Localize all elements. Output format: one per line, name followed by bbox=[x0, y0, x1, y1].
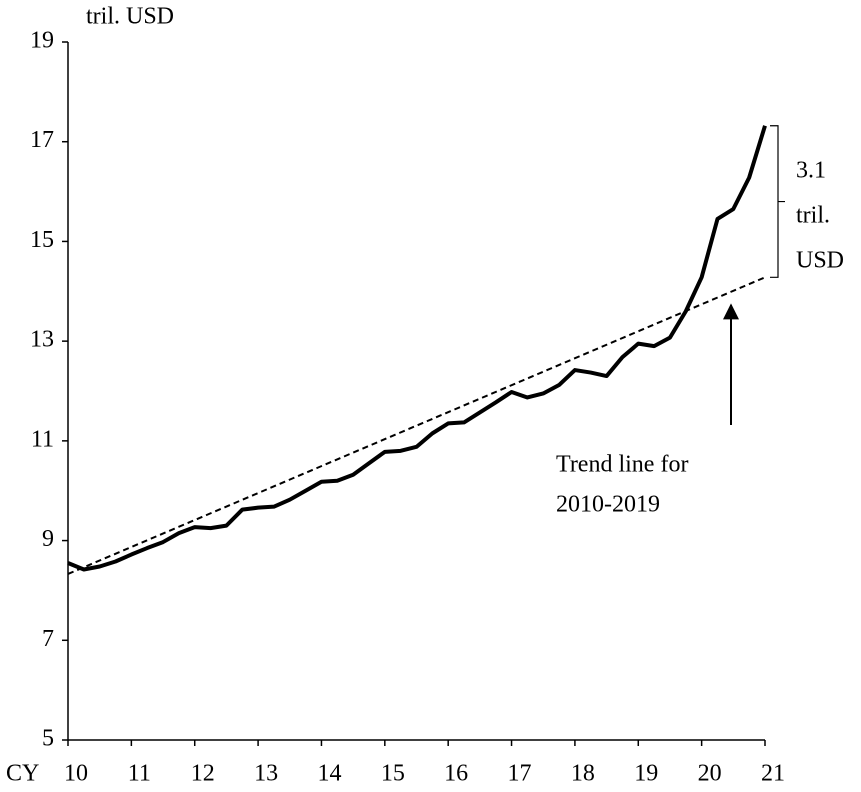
x-tick-label: 12 bbox=[191, 761, 215, 787]
y-tick-label: 9 bbox=[42, 526, 54, 552]
gap-label: USD bbox=[796, 248, 844, 274]
y-tick-label: 5 bbox=[42, 726, 54, 752]
gap-label: 3.1 bbox=[796, 158, 826, 184]
x-tick-label: 14 bbox=[317, 761, 341, 787]
y-tick-label: 15 bbox=[30, 227, 54, 253]
y-tick-label: 7 bbox=[42, 626, 54, 652]
trend-line bbox=[67, 276, 766, 575]
x-tick-label: 16 bbox=[444, 761, 468, 787]
y-tick-label: 19 bbox=[30, 28, 54, 54]
trend-label: 2010-2019 bbox=[556, 492, 660, 518]
x-tick-label: 19 bbox=[634, 761, 658, 787]
x-tick-label: 20 bbox=[698, 761, 722, 787]
data-line bbox=[67, 125, 767, 572]
gap-label: tril. bbox=[796, 203, 830, 229]
x-axis-prefix: CY bbox=[6, 761, 39, 787]
gap-bracket bbox=[770, 125, 785, 278]
y-tick-label: 13 bbox=[30, 327, 54, 353]
x-tick-label: 17 bbox=[508, 761, 532, 787]
x-tick-label: 15 bbox=[381, 761, 405, 787]
x-tick-label: 21 bbox=[761, 761, 785, 787]
x-tick-label: 13 bbox=[254, 761, 278, 787]
x-tick-label: 11 bbox=[128, 761, 151, 787]
y-axis-label: tril. USD bbox=[86, 4, 174, 30]
x-tick-label: 18 bbox=[571, 761, 595, 787]
y-tick-label: 11 bbox=[31, 426, 54, 452]
x-tick-label: 10 bbox=[64, 761, 88, 787]
y-tick-label: 17 bbox=[30, 127, 54, 153]
trend-label: Trend line for bbox=[556, 452, 688, 478]
